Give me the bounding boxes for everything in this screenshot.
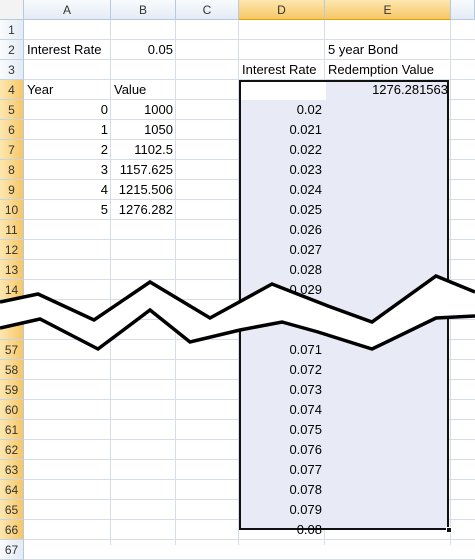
cell-a7[interactable]: 2 xyxy=(100,142,108,157)
cell-d59[interactable]: 0.073 xyxy=(289,382,322,397)
cell-d58[interactable]: 0.072 xyxy=(289,362,322,377)
row-header[interactable]: 2 xyxy=(0,40,24,60)
column-header-d[interactable]: D xyxy=(239,0,325,20)
column-header-c[interactable]: C xyxy=(176,0,239,20)
row-header[interactable]: 66 xyxy=(0,520,24,540)
cell-d65[interactable]: 0.079 xyxy=(289,502,322,517)
cell-e2[interactable]: 5 year Bond xyxy=(328,42,399,57)
cell-a6[interactable]: 1 xyxy=(100,122,108,137)
cell-d60[interactable]: 0.074 xyxy=(289,402,322,417)
cell-a2[interactable]: Interest Rate xyxy=(27,42,102,57)
cell-a8[interactable]: 3 xyxy=(100,162,108,177)
row-gridline xyxy=(24,39,475,40)
cell-b7[interactable]: 1102.5 xyxy=(134,142,173,157)
row-header[interactable]: 8 xyxy=(0,160,24,180)
fill-handle[interactable] xyxy=(446,527,452,533)
row-header[interactable]: 11 xyxy=(0,220,24,240)
cell-e4[interactable]: 1276.281563 xyxy=(372,82,448,97)
zigzag-break-icon xyxy=(0,274,475,352)
row-header[interactable]: 63 xyxy=(0,460,24,480)
cell-b10[interactable]: 1276.282 xyxy=(118,202,173,217)
row-gridline xyxy=(24,79,475,80)
cell-d12[interactable]: 0.027 xyxy=(289,242,322,257)
row-header[interactable]: 1 xyxy=(0,20,24,40)
cell-d5[interactable]: 0.02 xyxy=(296,102,322,117)
cell-d63[interactable]: 0.077 xyxy=(289,462,322,477)
column-gridline xyxy=(238,20,239,545)
row-header[interactable]: 10 xyxy=(0,200,24,220)
row-header[interactable]: 65 xyxy=(0,500,24,520)
active-cell[interactable] xyxy=(241,82,326,100)
cell-a9[interactable]: 4 xyxy=(100,182,108,197)
row-header[interactable]: 9 xyxy=(0,180,24,200)
row-header[interactable]: 5 xyxy=(0,100,24,120)
cell-d62[interactable]: 0.076 xyxy=(289,442,322,457)
row-gridline xyxy=(24,539,475,540)
row-header[interactable]: 62 xyxy=(0,440,24,460)
column-gridline xyxy=(175,20,176,545)
cell-d8[interactable]: 0.023 xyxy=(289,162,322,177)
row-header[interactable]: 59 xyxy=(0,380,24,400)
cell-b8[interactable]: 1157.625 xyxy=(119,162,173,177)
cell-d57[interactable]: 0.071 xyxy=(289,342,322,357)
cell-b2[interactable]: 0.05 xyxy=(147,42,173,57)
cell-b4[interactable]: Value xyxy=(114,82,147,97)
row-header[interactable]: 12 xyxy=(0,240,24,260)
column-header-e[interactable]: E xyxy=(325,0,451,20)
cell-a4[interactable]: Year xyxy=(27,82,54,97)
row-header[interactable]: 57 xyxy=(0,340,24,360)
cell-d10[interactable]: 0.025 xyxy=(289,202,322,217)
cell-d64[interactable]: 0.078 xyxy=(289,482,322,497)
row-header[interactable]: 13 xyxy=(0,260,24,280)
cell-d9[interactable]: 0.024 xyxy=(289,182,322,197)
cell-d6[interactable]: 0.021 xyxy=(289,122,322,137)
select-all-corner[interactable] xyxy=(0,0,24,20)
column-header-a[interactable]: A xyxy=(24,0,111,20)
cell-d13[interactable]: 0.028 xyxy=(289,262,322,277)
row-header[interactable]: 58 xyxy=(0,360,24,380)
cell-b5[interactable]: 1000 xyxy=(144,102,173,117)
cell-d11[interactable]: 0.026 xyxy=(289,222,322,237)
column-header-b[interactable]: B xyxy=(111,0,176,20)
row-gridline xyxy=(24,59,475,60)
cell-d66[interactable]: 0.08 xyxy=(296,522,322,537)
row-header[interactable]: 60 xyxy=(0,400,24,420)
cell-e3[interactable]: Redemption Value xyxy=(328,62,434,77)
cell-d7[interactable]: 0.022 xyxy=(289,142,322,157)
cell-b6[interactable]: 1050 xyxy=(144,122,173,137)
column-gridline xyxy=(110,20,111,545)
row-header[interactable]: 64 xyxy=(0,480,24,500)
row-header[interactable]: 61 xyxy=(0,420,24,440)
row-header[interactable]: 3 xyxy=(0,60,24,80)
row-header[interactable]: 6 xyxy=(0,120,24,140)
row-header[interactable]: 7 xyxy=(0,140,24,160)
cell-d61[interactable]: 0.075 xyxy=(289,422,322,437)
row-header[interactable]: 4 xyxy=(0,80,24,100)
cell-d3[interactable]: Interest Rate xyxy=(242,62,317,77)
cell-a10[interactable]: 5 xyxy=(100,202,108,217)
cell-a5[interactable]: 0 xyxy=(100,102,108,117)
cell-b9[interactable]: 1215.506 xyxy=(118,182,173,197)
